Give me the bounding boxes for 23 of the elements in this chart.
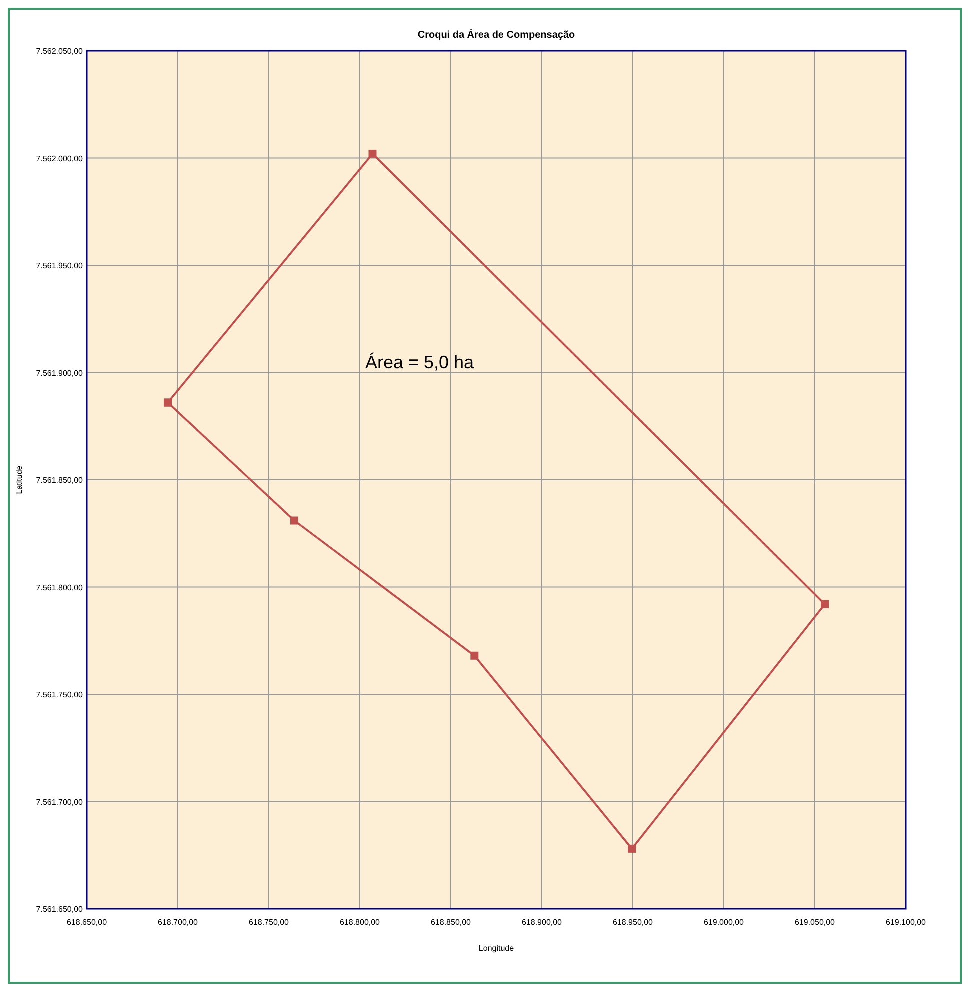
- chart-title: Croqui da Área de Compensação: [418, 29, 576, 41]
- x-tick-label: 618.800,00: [340, 918, 381, 927]
- y-tick-label: 7.561.800,00: [36, 583, 84, 592]
- x-tick-label: 618.850,00: [430, 918, 472, 927]
- x-tick-label: 618.900,00: [522, 918, 563, 927]
- y-tick-label: 7.562.000,00: [36, 154, 84, 164]
- y-tick-label: 7.561.950,00: [36, 262, 84, 270]
- x-tick-label: 619.050,00: [794, 918, 836, 927]
- x-tick-label: 619.000,00: [704, 918, 745, 927]
- y-tick-label: 7.562.050,00: [36, 47, 84, 56]
- y-tick-label: 7.561.900,00: [36, 368, 84, 378]
- x-tick-label: 618.950,00: [612, 918, 654, 927]
- x-tick-label: 618.700,00: [158, 918, 199, 927]
- y-tick-label: 7.561.750,00: [36, 690, 84, 700]
- y-axis-title: Latitude: [15, 465, 24, 494]
- x-tick-label: 619.100,00: [886, 918, 927, 927]
- x-tick-label: 618.750,00: [248, 918, 290, 927]
- y-tick-label: 7.561.700,00: [36, 798, 84, 807]
- y-tick-label: 7.561.650,00: [36, 905, 84, 914]
- y-tick-label: 7.561.850,00: [36, 476, 84, 485]
- annotation: Área = 5,0 ha: [365, 352, 476, 372]
- x-axis-title: Longitude: [478, 944, 515, 953]
- x-tick-label: 618.650,00: [66, 918, 108, 927]
